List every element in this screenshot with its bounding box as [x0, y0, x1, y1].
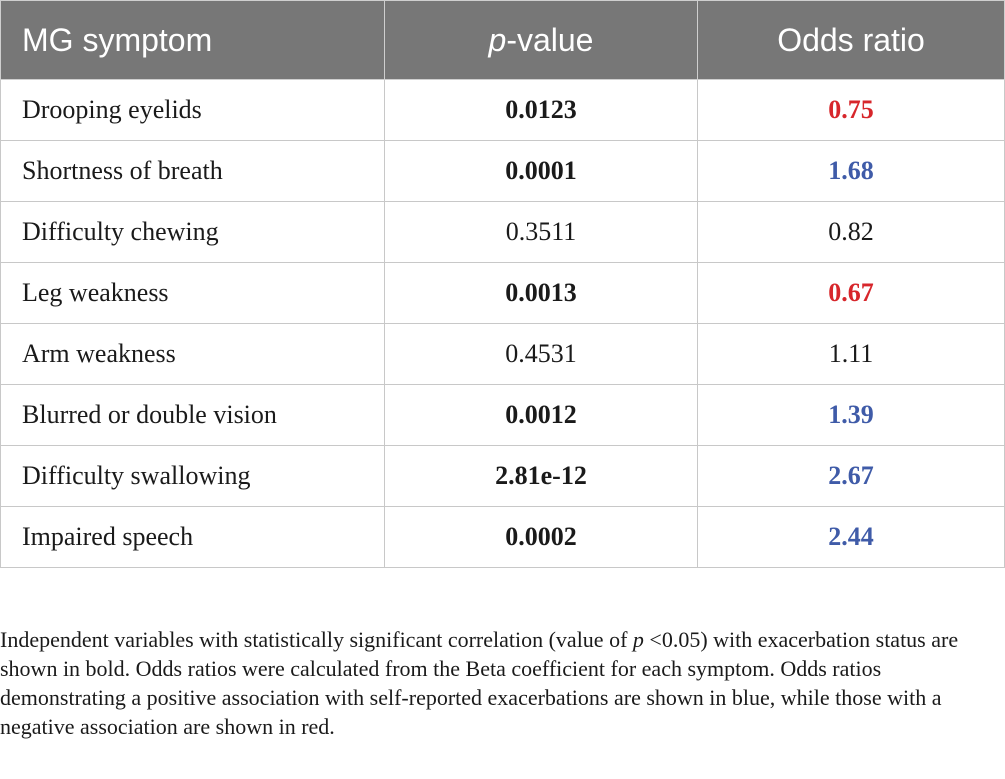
header-mg-symptom: MG symptom [0, 0, 385, 80]
p-value-cell: 0.0002 [384, 506, 698, 568]
p-value-cell: 0.0013 [384, 262, 698, 324]
footnote-part1: Independent variables with statistically… [0, 627, 633, 652]
header-odds-ratio: Odds ratio [697, 0, 1005, 80]
odds-ratio-cell: 0.67 [697, 262, 1005, 324]
symptom-cell: Impaired speech [0, 506, 385, 568]
odds-ratio-cell: 1.11 [697, 323, 1005, 385]
odds-ratio-cell: 2.44 [697, 506, 1005, 568]
table-row: Impaired speech 0.0002 2.44 [0, 506, 1005, 568]
header-row: MG symptom p-value Odds ratio [0, 0, 1005, 80]
odds-ratio-cell: 2.67 [697, 445, 1005, 507]
table-body: Drooping eyelids 0.0123 0.75 Shortness o… [0, 79, 1005, 568]
table-row: Shortness of breath 0.0001 1.68 [0, 140, 1005, 202]
p-value-cell: 0.0012 [384, 384, 698, 446]
table-row: Difficulty swallowing 2.81e-12 2.67 [0, 445, 1005, 507]
table-footnote: Independent variables with statistically… [0, 625, 1005, 741]
p-value-cell: 0.3511 [384, 201, 698, 263]
table-row: Difficulty chewing 0.3511 0.82 [0, 201, 1005, 263]
odds-ratio-cell: 1.68 [697, 140, 1005, 202]
results-table: MG symptom p-value Odds ratio Drooping e… [0, 0, 1005, 568]
p-value-cell: 0.0001 [384, 140, 698, 202]
symptom-cell: Shortness of breath [0, 140, 385, 202]
table-row: Drooping eyelids 0.0123 0.75 [0, 79, 1005, 141]
symptom-cell: Difficulty swallowing [0, 445, 385, 507]
odds-ratio-cell: 1.39 [697, 384, 1005, 446]
table-row: Leg weakness 0.0013 0.67 [0, 262, 1005, 324]
p-value-cell: 0.4531 [384, 323, 698, 385]
results-table-container: MG symptom p-value Odds ratio Drooping e… [0, 0, 1005, 568]
symptom-cell: Arm weakness [0, 323, 385, 385]
footnote-p-italic: p [632, 627, 644, 652]
odds-ratio-cell: 0.75 [697, 79, 1005, 141]
symptom-cell: Difficulty chewing [0, 201, 385, 263]
p-value-cell: 2.81e-12 [384, 445, 698, 507]
header-p-value: p-value [384, 0, 698, 80]
symptom-cell: Blurred or double vision [0, 384, 385, 446]
footnote-part2: <0.05) with exacerbation status are show… [0, 627, 959, 739]
symptom-cell: Drooping eyelids [0, 79, 385, 141]
symptom-cell: Leg weakness [0, 262, 385, 324]
odds-ratio-cell: 0.82 [697, 201, 1005, 263]
header-p-suffix: -value [506, 21, 594, 58]
table-row: Blurred or double vision 0.0012 1.39 [0, 384, 1005, 446]
header-p-italic: p [488, 21, 507, 58]
p-value-cell: 0.0123 [384, 79, 698, 141]
table-row: Arm weakness 0.4531 1.11 [0, 323, 1005, 385]
table-header: MG symptom p-value Odds ratio [0, 0, 1005, 80]
